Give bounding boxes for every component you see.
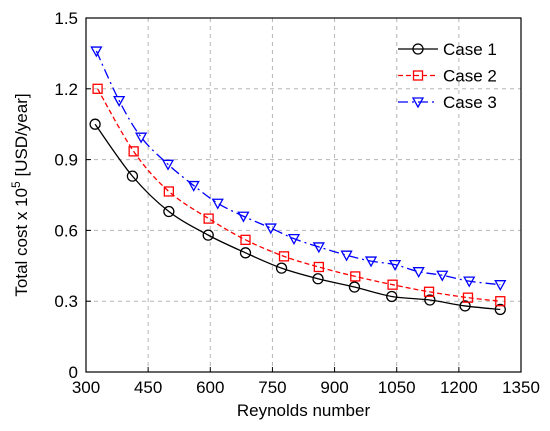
data-point	[423, 286, 435, 297]
y-tick-label: 1.5	[54, 9, 78, 28]
data-point	[264, 223, 277, 235]
series-2	[92, 83, 506, 307]
data-point	[462, 292, 474, 303]
x-tick-label: 450	[134, 378, 162, 397]
legend-label: Case 2	[443, 67, 497, 86]
x-tick-label: 1200	[440, 378, 478, 397]
x-tick-label: 300	[72, 378, 100, 397]
data-point	[412, 267, 425, 279]
data-point	[312, 242, 325, 254]
data-point	[275, 262, 288, 274]
data-point	[340, 250, 353, 262]
data-point	[202, 229, 214, 241]
data-point	[211, 198, 224, 210]
data-point	[134, 132, 148, 144]
data-point	[436, 270, 449, 282]
series-line	[97, 88, 501, 302]
data-point	[161, 159, 175, 171]
data-point	[92, 83, 103, 94]
x-tick-label: 1350	[502, 378, 540, 397]
x-axis-title: Reynolds number	[237, 401, 371, 420]
data-point	[239, 247, 252, 259]
data-point	[494, 280, 507, 292]
data-point	[278, 251, 290, 262]
series-layer	[89, 46, 507, 316]
data-point	[350, 271, 361, 282]
y-tick-label: 0	[69, 363, 78, 382]
data-point	[459, 300, 471, 312]
data-point	[237, 211, 250, 223]
data-point	[163, 205, 175, 218]
legend-marker	[411, 97, 425, 109]
data-point	[463, 276, 476, 288]
data-point	[364, 256, 378, 268]
data-point	[495, 296, 506, 307]
axis-ticks: 300 450 600 750 900 1050 1200 1350 0 0.3 0.6 0.9 1.2…	[54, 9, 540, 397]
data-point	[113, 95, 126, 107]
y-tick-label: 0.3	[54, 292, 78, 311]
y-tick-label: 0.6	[54, 221, 78, 240]
x-tick-label: 750	[258, 378, 286, 397]
y-axis-title-main: Total cost x 10	[12, 188, 31, 297]
x-tick-label: 900	[320, 378, 348, 397]
series-line	[94, 123, 501, 311]
series-1	[89, 118, 506, 316]
data-point	[240, 234, 251, 245]
legend-item: Case 3	[398, 93, 497, 112]
data-point	[388, 259, 402, 271]
plot-frame	[85, 17, 522, 373]
legend-marker	[412, 43, 424, 55]
y-axis-title-unit: [USD/year]	[12, 93, 31, 181]
data-point	[387, 279, 398, 290]
legend: Case 1 Case 2 Case 3	[398, 40, 497, 112]
grid-lines	[86, 18, 521, 372]
data-point	[287, 234, 301, 245]
y-axis-title-exponent: 5	[9, 181, 23, 188]
data-point	[424, 294, 436, 306]
data-point	[163, 186, 175, 197]
data-point	[386, 290, 398, 303]
legend-label: Case 3	[443, 93, 497, 112]
legend-label: Case 1	[443, 40, 497, 59]
data-point	[89, 118, 101, 130]
y-tick-label: 0.9	[54, 151, 78, 170]
data-point	[203, 213, 214, 224]
series-line	[95, 50, 501, 286]
legend-item: Case 1	[398, 40, 497, 59]
y-tick-label: 1.2	[54, 80, 78, 99]
legend-marker	[412, 70, 424, 81]
legend-item: Case 2	[398, 67, 497, 86]
data-point	[128, 146, 139, 157]
data-point	[313, 261, 324, 273]
data-point	[90, 46, 103, 58]
x-tick-label: 600	[196, 378, 224, 397]
y-axis-title: Total cost x 105 [USD/year]	[9, 93, 31, 296]
data-point	[348, 281, 361, 293]
series-3	[90, 46, 507, 292]
data-point	[187, 180, 200, 192]
data-point	[494, 303, 506, 316]
data-point	[312, 273, 324, 285]
x-tick-label: 1050	[378, 378, 416, 397]
data-point	[126, 170, 139, 182]
